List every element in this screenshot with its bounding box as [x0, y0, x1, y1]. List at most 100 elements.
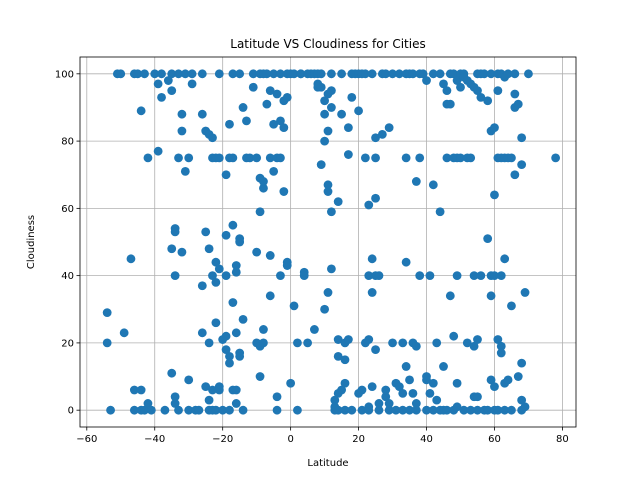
data-point [153, 79, 163, 89]
data-point [384, 399, 394, 408]
data-point [483, 405, 493, 415]
data-point [354, 106, 363, 116]
data-point [425, 388, 435, 398]
data-point [289, 301, 299, 311]
data-point [337, 69, 346, 79]
data-point [133, 69, 143, 79]
data-point [218, 405, 228, 415]
data-point [432, 338, 442, 348]
data-point [323, 288, 333, 297]
data-point [279, 187, 289, 196]
data-point [343, 123, 353, 133]
data-point [388, 338, 397, 348]
data-point [221, 331, 231, 341]
data-point [262, 69, 272, 79]
data-point [106, 405, 115, 415]
data-point [398, 405, 408, 415]
data-point [425, 271, 435, 281]
x-tick-label: 20 [352, 434, 365, 445]
data-point [411, 405, 421, 415]
data-point [204, 338, 214, 348]
data-point [517, 358, 527, 368]
data-point [235, 237, 245, 247]
data-point [269, 119, 279, 129]
data-point [442, 153, 452, 163]
data-point [177, 126, 187, 136]
data-point [415, 271, 425, 281]
data-point [272, 405, 282, 415]
data-point [276, 69, 285, 79]
data-point [296, 69, 306, 79]
data-point [456, 153, 465, 163]
data-point [401, 257, 411, 267]
data-point [333, 335, 343, 344]
data-point [323, 180, 333, 190]
data-point [289, 69, 299, 79]
data-point [371, 345, 380, 355]
data-point [483, 234, 493, 244]
data-point [276, 271, 285, 281]
data-point [272, 392, 282, 402]
data-point [347, 92, 357, 102]
data-point [326, 69, 336, 79]
data-point [333, 351, 343, 361]
data-point [452, 76, 462, 85]
data-point [473, 86, 482, 96]
data-point [422, 76, 431, 85]
data-point [150, 69, 160, 79]
data-point [326, 207, 336, 217]
data-point [225, 405, 234, 415]
data-point [452, 402, 462, 412]
data-point [520, 288, 530, 297]
data-point [214, 264, 224, 274]
data-point [146, 405, 156, 415]
data-point [479, 69, 489, 79]
data-point [367, 69, 377, 79]
data-point [439, 79, 448, 89]
y-axis-label: Cloudiness [26, 215, 37, 269]
data-point [129, 385, 139, 395]
data-point [242, 116, 251, 126]
data-point [469, 341, 479, 351]
x-tick-label: −40 [144, 434, 165, 445]
x-tick-label: 80 [556, 434, 569, 445]
data-point [490, 123, 499, 133]
data-point [119, 328, 129, 338]
data-point [320, 304, 330, 314]
data-point [221, 271, 231, 281]
data-point [449, 69, 459, 79]
data-point [231, 261, 241, 270]
data-point [428, 69, 438, 79]
data-point [507, 153, 516, 163]
data-point [310, 325, 319, 334]
data-point [513, 372, 523, 381]
data-point [228, 153, 238, 163]
data-point [517, 133, 527, 143]
data-point [225, 358, 234, 368]
x-tick-label: 60 [488, 434, 501, 445]
data-point [381, 69, 391, 79]
data-point [157, 69, 166, 79]
data-point [510, 69, 520, 79]
data-point [208, 271, 217, 281]
data-point [384, 123, 394, 133]
data-point [126, 254, 136, 264]
data-point [136, 106, 146, 116]
data-point [320, 96, 330, 106]
data-point [265, 86, 275, 96]
data-point [174, 69, 183, 79]
data-point [323, 187, 333, 196]
data-point [418, 69, 428, 79]
data-point [211, 277, 221, 287]
data-point [486, 291, 496, 301]
data-point [102, 338, 112, 348]
data-point [377, 129, 387, 139]
data-point [520, 402, 530, 412]
data-point [490, 271, 499, 281]
data-point [238, 314, 248, 324]
data-point [259, 177, 268, 186]
data-point [367, 254, 377, 264]
data-point [371, 193, 380, 203]
data-point [473, 392, 482, 402]
